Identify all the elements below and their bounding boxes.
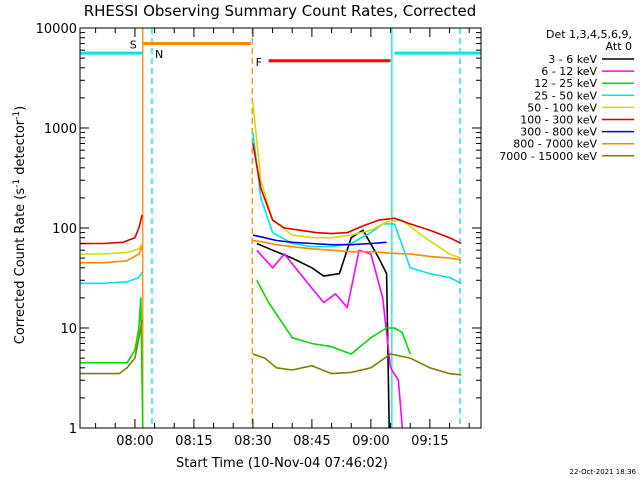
series-12-25-kev — [80, 279, 411, 429]
series-800-7000-kev — [80, 239, 462, 264]
series-line-segment — [252, 132, 462, 285]
chart-title: RHESSI Observing Summary Count Rates, Co… — [84, 2, 477, 20]
legend-label: 800 - 7000 keV — [513, 138, 597, 151]
plot-area: SNNF11010010001000008:0008:1508:3008:450… — [36, 22, 482, 449]
series-line-segment — [252, 143, 462, 245]
series-line-segment — [80, 243, 143, 255]
legend-label: 12 - 25 keV — [534, 77, 597, 90]
x-tick-label: 09:00 — [352, 434, 389, 449]
x-tick-label: 08:00 — [116, 434, 153, 449]
x-tick-label: 09:15 — [411, 434, 448, 449]
series-6-12-kev — [256, 249, 404, 429]
legend-label: 100 - 300 keV — [520, 114, 597, 127]
y-tick-label: 1 — [69, 422, 77, 437]
x-tick-label: 08:45 — [293, 434, 330, 449]
flag-label-n: N — [155, 48, 163, 61]
y-tick-label: 1000 — [44, 122, 77, 137]
legend-label: 50 - 100 keV — [527, 101, 597, 114]
legend-label: 6 - 12 keV — [541, 65, 597, 78]
series-7000-15000-kev — [80, 319, 462, 376]
series-line-segment — [256, 249, 404, 429]
legend-label: 7000 - 15000 keV — [499, 150, 597, 163]
series-line-segment — [80, 246, 143, 264]
series-line-segment — [252, 239, 462, 261]
series-25-50-kev — [80, 132, 462, 285]
x-axis-label: Start Time (10-Nov-04 07:46:02) — [176, 456, 388, 471]
series-line-segment — [252, 234, 387, 246]
series-line-segment — [80, 319, 143, 375]
y-tick-label: 10000 — [36, 22, 77, 37]
series-line-segment — [252, 353, 462, 376]
legend-label: 300 - 800 keV — [520, 126, 597, 139]
legend-header-detectors: Det 1,3,4,5,6,9, — [546, 28, 632, 41]
flag-label-s: S — [130, 38, 137, 51]
x-tick-label: 08:30 — [234, 434, 271, 449]
y-axis-label: Corrected Count Rate (s-1 detector-1) — [12, 106, 28, 344]
timestamp: 22-Oct-2021 18:36 — [570, 468, 637, 476]
y-tick-label: 100 — [52, 222, 77, 237]
series-line-segment — [80, 214, 143, 245]
series-line-segment — [256, 279, 411, 355]
series-line-segment — [80, 271, 143, 285]
series-line-segment — [80, 297, 144, 429]
x-tick-label: 08:15 — [175, 434, 212, 449]
legend-header-attenuator: Att 0 — [606, 40, 632, 53]
legend-label: 3 - 6 keV — [548, 53, 597, 66]
series-100-300-kev — [80, 143, 462, 245]
series-300-800-kev — [252, 234, 387, 246]
y-tick-label: 10 — [60, 322, 77, 337]
flag-label-f: F — [256, 56, 262, 69]
legend-label: 25 - 50 keV — [534, 89, 597, 102]
